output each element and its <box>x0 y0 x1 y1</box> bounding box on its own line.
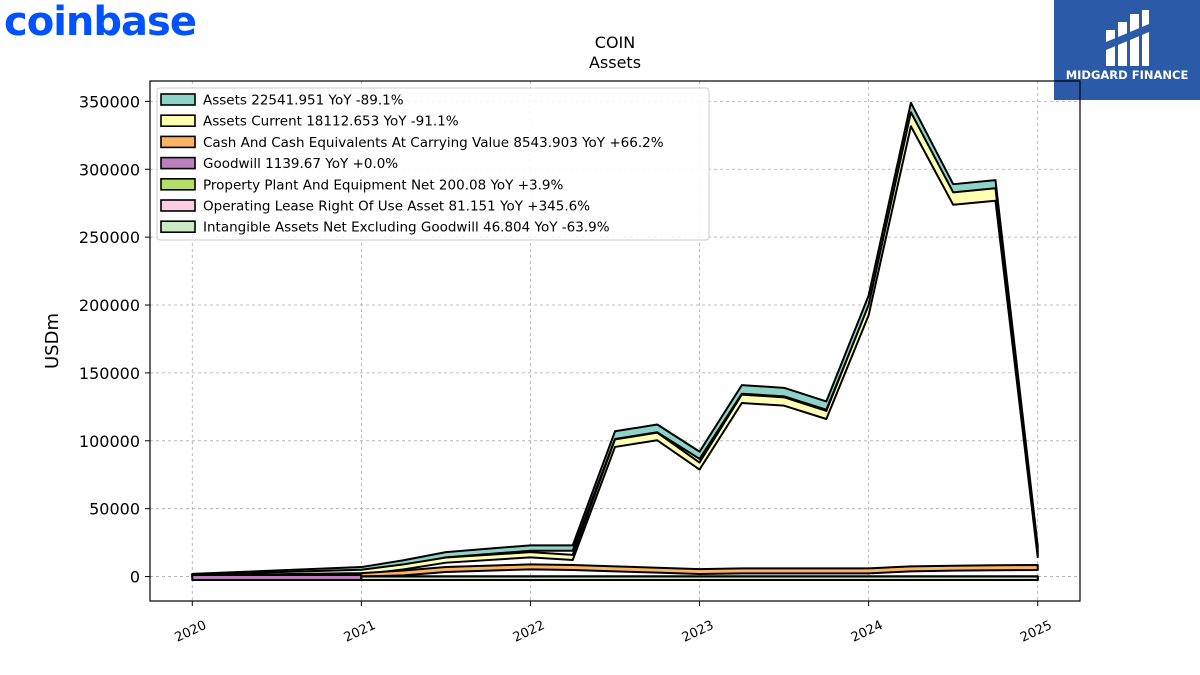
legend-box <box>156 87 710 241</box>
y-tick-label: 0 <box>130 568 140 587</box>
legend-swatch <box>160 114 196 127</box>
legend-label: Assets 22541.951 YoY -89.1% <box>203 93 404 109</box>
legend-swatch <box>160 220 196 233</box>
y-tick-label: 50000 <box>89 500 140 519</box>
x-tick-label: 2024 <box>849 618 885 646</box>
x-tick-label: 2023 <box>680 618 716 646</box>
legend-swatch <box>160 178 196 191</box>
legend-swatch <box>160 199 196 212</box>
legend-swatch <box>160 156 196 170</box>
plot-areas <box>191 101 1039 581</box>
x-tick-label: 2025 <box>1018 618 1054 646</box>
chart-title: COIN <box>595 33 635 52</box>
x-tick-label: 2021 <box>342 618 378 646</box>
x-tick-label: 2020 <box>173 618 209 646</box>
series-area-3 <box>191 563 1039 578</box>
midgard-finance-text: MIDGARD FINANCE <box>1065 68 1189 82</box>
y-tick-label: 250000 <box>79 228 140 247</box>
legend-label: Property Plant And Equipment Net 200.08 … <box>203 177 563 193</box>
midgard-finance-emblem-icon <box>1106 10 1149 66</box>
chart-subtitle: Assets <box>589 53 641 72</box>
y-axis: 0 50000 100000 150000 200000 250000 300000 3500… <box>79 92 150 587</box>
legend-label: Operating Lease Right Of Use Asset 81.15… <box>203 199 590 215</box>
y-tick-label: 200000 <box>79 296 140 315</box>
legend: Assets 22541.951 YoY -89.1% Assets Curren… <box>156 87 710 241</box>
plot-frame <box>149 80 1081 602</box>
legend-label: Intangible Assets Net Excluding Goodwill… <box>203 220 610 236</box>
y-tick-label: 100000 <box>79 432 140 451</box>
series-area-4 <box>191 574 363 581</box>
y-axis-label: USDm <box>42 313 63 369</box>
legend-label: Cash And Cash Equivalents At Carrying Va… <box>203 135 664 151</box>
series-area-2 <box>191 111 1039 578</box>
y-tick-label: 350000 <box>79 92 140 111</box>
y-tick-label: 150000 <box>79 364 140 383</box>
coinbase-logo: coinbase <box>4 0 197 45</box>
legend-swatch <box>160 93 196 106</box>
x-tick-label: 2022 <box>511 618 547 646</box>
x-axis: 2020 2021 2022 2023 2024 2025 <box>173 601 1054 646</box>
legend-label: Assets Current 18112.653 YoY -91.1% <box>203 114 459 130</box>
y-tick-label: 300000 <box>79 160 140 179</box>
legend-swatch <box>160 135 196 149</box>
series-area-7 <box>360 575 1039 581</box>
midgard-finance-watermark: MIDGARD FINANCE <box>1054 0 1200 100</box>
legend-label: Goodwill 1139.67 YoY +0.0% <box>203 156 398 172</box>
